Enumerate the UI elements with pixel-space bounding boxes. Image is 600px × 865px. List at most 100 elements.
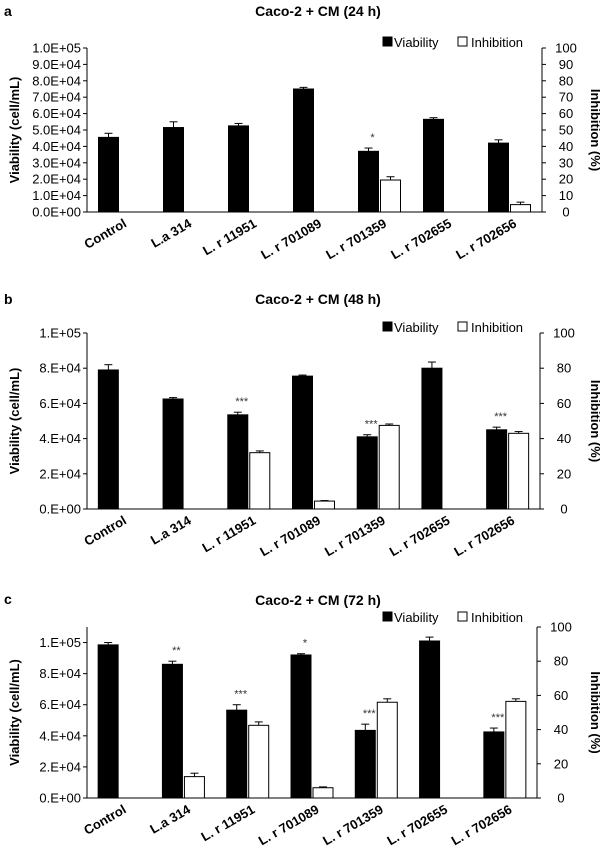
bar-viability: [161, 663, 183, 799]
y-tick-label: 4.0E+04: [32, 139, 81, 154]
significance-label: ***: [494, 411, 508, 423]
y2-tick-label: 90: [559, 57, 573, 72]
legend-swatch-inhibition: [457, 36, 468, 47]
legend-swatch-inhibition: [457, 611, 468, 622]
legend-label-inhibition: Inhibition: [471, 610, 523, 625]
bar-inhibition: [505, 700, 527, 799]
bar-viability: [97, 369, 119, 510]
chart-title: Caco-2 + CM (72 h): [255, 592, 381, 608]
bar-inhibition: [183, 776, 205, 799]
bar-inhibition: [508, 432, 530, 510]
bar-inhibition: [314, 500, 335, 510]
y-axis-title: Viability (cell/mL): [7, 659, 22, 766]
y2-tick-label: 30: [559, 155, 573, 170]
y2-tick-label: 60: [557, 396, 571, 411]
y2-tick-label: 60: [559, 106, 573, 121]
category-label: L. r 702655: [388, 216, 454, 263]
y-tick-label: 8.E+04: [39, 666, 81, 681]
y-tick-label: 1.0E+04: [32, 188, 81, 203]
category-label: L. r 702655: [384, 802, 450, 849]
legend-label-viability: Viability: [394, 320, 439, 335]
bar-viability: [292, 375, 313, 510]
panel-letter: a: [4, 3, 12, 19]
y-tick-label: 6.E+04: [39, 396, 81, 411]
y-tick-label: 0.E+00: [39, 502, 81, 517]
y2-tick-label: 20: [554, 756, 568, 771]
y2-axis-title: Inhibition (%): [588, 671, 600, 753]
bar-viability: [488, 142, 509, 213]
category-label: L. r 11951: [199, 513, 258, 556]
significance-label: *: [303, 638, 308, 650]
bar-viability: [98, 136, 119, 213]
bar-inhibition: [249, 452, 271, 510]
bar-viability: [419, 640, 441, 799]
category-label: L. r 702656: [451, 513, 517, 560]
y2-tick-label: 100: [550, 620, 572, 635]
bar-inhibition: [510, 204, 531, 213]
y-tick-label: 8.E+04: [39, 361, 81, 376]
category-label: L. r 702655: [387, 513, 453, 560]
y-tick-label: 0.E+00: [39, 791, 81, 806]
legend-swatch-viability: [382, 611, 393, 622]
y2-tick-label: 80: [559, 73, 573, 88]
y2-tick-label: 0: [560, 502, 567, 517]
bar-viability: [97, 644, 119, 799]
y2-tick-label: 40: [559, 139, 573, 154]
significance-label: **: [172, 645, 181, 657]
bar-viability: [358, 150, 379, 213]
y2-tick-label: 40: [557, 431, 571, 446]
bar-viability: [486, 429, 508, 510]
chart-panel-c: c Caco-2 + CM (72 h) 0.E+00 2.E+04 4.E+04 6.E…: [4, 591, 600, 848]
legend-swatch-viability: [382, 321, 393, 332]
bar-inhibition: [312, 787, 334, 799]
y2-tick-label: 100: [555, 41, 577, 56]
category-label: L.a 314: [148, 512, 194, 547]
category-label: Control: [81, 216, 129, 252]
y2-axis-title: Inhibition (%): [588, 89, 600, 171]
bar-viability: [162, 398, 184, 510]
y-tick-label: 2.E+04: [39, 759, 81, 774]
y-axis-title: Viability (cell/mL): [7, 77, 22, 184]
y2-axis-title: Inhibition (%): [588, 380, 600, 462]
y-tick-label: 4.E+04: [39, 728, 81, 743]
chart-title: Caco-2 + CM (48 h): [255, 291, 381, 307]
bar-viability: [293, 88, 314, 213]
legend-swatch-inhibition: [457, 321, 468, 332]
category-label: L. r 701359: [323, 216, 389, 263]
legend-label-viability: Viability: [394, 35, 439, 50]
bar-viability: [227, 414, 249, 510]
y2-tick-label: 0: [557, 791, 564, 806]
y-tick-label: 7.0E+04: [32, 90, 81, 105]
y-axis-title: Viability (cell/mL): [7, 368, 22, 475]
bar-viability: [421, 367, 443, 510]
panel-letter: b: [4, 291, 13, 307]
bar-viability: [226, 709, 248, 799]
y2-tick-label: 60: [554, 688, 568, 703]
legend: Viability Inhibition: [382, 320, 523, 335]
y-tick-label: 2.0E+04: [32, 172, 81, 187]
significance-label: ***: [365, 419, 379, 431]
y2-tick-label: 80: [557, 361, 571, 376]
bar-viability: [356, 436, 378, 510]
bar-inhibition: [248, 724, 270, 799]
category-label: L. r 701089: [257, 513, 323, 560]
y-tick-label: 2.E+04: [39, 466, 81, 481]
y-tick-label: 9.0E+04: [32, 57, 81, 72]
legend: Viability Inhibition: [382, 610, 523, 625]
category-label: L. r 11951: [198, 802, 257, 845]
y2-tick-label: 20: [557, 466, 571, 481]
bar-inhibition: [376, 701, 398, 799]
y2-tick-label: 100: [553, 326, 575, 341]
y-tick-label: 8.0E+04: [32, 73, 81, 88]
bar-viability: [423, 118, 444, 213]
significance-label: ***: [234, 689, 248, 701]
chart-panel-a: a Caco-2 + CM (24 h) 0.0E+00 1.0E+042.0E+04…: [4, 3, 600, 262]
y2-tick-label: 50: [559, 123, 573, 138]
significance-label: ***: [235, 396, 249, 408]
category-label: L. r 701089: [256, 802, 322, 849]
significance-label: ***: [491, 712, 505, 724]
category-label: L. r 701359: [320, 802, 386, 849]
legend-label-viability: Viability: [394, 610, 439, 625]
bar-inhibition: [380, 179, 401, 213]
